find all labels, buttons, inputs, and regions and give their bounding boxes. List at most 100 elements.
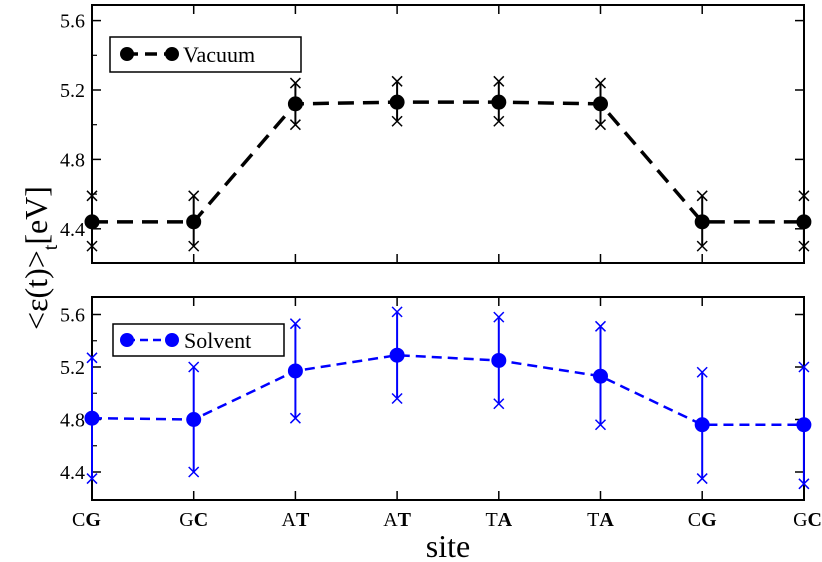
vacuum-errorcap-3-low: [391, 115, 403, 127]
x-category-bold-7: C: [808, 509, 822, 531]
vacuum-errorcap-6-low: [696, 240, 708, 252]
solvent-ytick-label-1: 4.8: [60, 410, 85, 432]
bottom-legend-marker-left: [120, 333, 134, 347]
x-category-plain-7: G: [793, 509, 807, 531]
solvent-point-6: [694, 417, 710, 433]
vacuum-ytick-label-3: 5.6: [60, 11, 85, 33]
solvent-point-0: [84, 410, 100, 426]
solvent-point-5: [593, 368, 608, 384]
solvent-errorcap-0-high: [86, 352, 98, 364]
top-legend-marker-right: [165, 47, 179, 61]
solvent-errorcap-3-low: [391, 392, 403, 405]
vacuum-point-5: [593, 96, 608, 112]
bottom-legend-label: Solvent: [184, 328, 251, 353]
x-category-bold-6: G: [701, 509, 717, 531]
vacuum-ytick-label-2: 5.2: [60, 80, 85, 102]
vacuum-point-0: [84, 214, 100, 230]
solvent-point-1: [186, 412, 202, 427]
solvent-point-7: [796, 417, 812, 433]
vacuum-ytick-label-0: 4.4: [60, 219, 85, 241]
vacuum-plot: [84, 75, 812, 252]
x-category-bold-3: T: [398, 509, 412, 531]
solvent-errorcap-5-low: [594, 419, 607, 431]
x-category-bold-2: T: [296, 509, 310, 531]
vacuum-errorcap-5-high: [594, 77, 607, 89]
solvent-errorcap-2-high: [289, 318, 301, 330]
vacuum-point-3: [389, 94, 405, 110]
vacuum-errorcap-0-low: [86, 240, 98, 252]
solvent-ytick-label-3: 5.6: [60, 305, 85, 327]
x-category-bold-0: G: [85, 509, 101, 531]
vacuum-errorcap-4-high: [493, 75, 505, 87]
solvent-errorcap-6-low: [696, 473, 708, 485]
solvent-errorcap-7-low: [798, 478, 810, 490]
x-category-bold-4: A: [498, 509, 513, 531]
x-category-label-4: TA: [485, 509, 512, 531]
y-axis-title-main: <ε(t)>: [18, 250, 54, 330]
vacuum-point-7: [796, 214, 812, 230]
vacuum-point-6: [694, 214, 710, 230]
solvent-errorcap-4-high: [493, 311, 505, 323]
solvent-errorcap-1-high: [188, 361, 200, 373]
vacuum-point-1: [186, 214, 202, 230]
x-category-label-1: GC: [179, 509, 208, 531]
x-category-label-0: CG: [72, 509, 101, 531]
solvent-series-line: [91, 353, 804, 426]
x-category-plain-6: C: [688, 509, 701, 531]
vacuum-errorcap-3-high: [391, 75, 403, 87]
vacuum-errorcap-7-high: [798, 190, 810, 202]
vacuum-errorcap-4-low: [493, 115, 505, 127]
x-category-label-3: AT: [383, 509, 411, 531]
x-category-plain-1: G: [179, 509, 193, 531]
x-category-label-6: CG: [688, 509, 717, 531]
top-legend-box: [109, 36, 302, 73]
vacuum-errorcap-6-high: [696, 190, 708, 202]
solvent-errorcap-3-high: [391, 306, 403, 318]
solvent-errorcap-7-high: [798, 361, 810, 373]
x-category-labels: CG GC AT AT TA TA CG GC: [72, 509, 822, 531]
x-category-bold-1: C: [194, 509, 208, 531]
vacuum-ytick-label-1: 4.8: [60, 149, 85, 171]
solvent-errorcap-6-high: [696, 366, 708, 378]
solvent-errorcap-4-low: [493, 398, 505, 410]
solvent-point-3: [389, 347, 405, 363]
bottom-legend: Solvent: [112, 323, 285, 357]
top-panel-frame: [91, 4, 805, 264]
top-legend-label: Vacuum: [183, 42, 255, 67]
solvent-errorcap-1-low: [188, 466, 200, 478]
vacuum-errorcap-7-low: [798, 240, 810, 252]
y-axis-title-subscript: t: [40, 244, 62, 250]
solvent-errorcap-2-low: [289, 412, 301, 424]
solvent-errorcap-0-low: [86, 473, 98, 485]
solvent-point-2: [287, 363, 303, 379]
x-axis-title: site: [426, 528, 470, 562]
axis-ticks: 4.4 4.8 5.2 5.6 4.4 4.8 5.2 5.6: [60, 5, 805, 500]
x-category-plain-0: C: [72, 509, 85, 531]
x-category-plain-3: A: [383, 509, 398, 531]
vacuum-series-line: [92, 100, 804, 224]
vacuum-errorcap-2-high: [289, 77, 301, 89]
x-category-label-5: TA: [587, 509, 614, 531]
vacuum-errorcap-1-low: [188, 240, 200, 252]
top-legend-marker-left: [120, 47, 134, 61]
x-category-label-2: AT: [282, 509, 310, 531]
solvent-ytick-label-2: 5.2: [60, 357, 85, 379]
bottom-legend-marker-right: [165, 333, 179, 347]
solvent-errorcap-5-high: [594, 320, 607, 332]
vacuum-point-2: [287, 96, 303, 112]
vacuum-point-4: [491, 94, 507, 110]
x-category-bold-5: A: [599, 509, 614, 531]
vacuum-errorcap-2-low: [289, 119, 301, 131]
x-category-label-7: GC: [793, 509, 822, 531]
x-category-plain-5: T: [587, 509, 599, 531]
y-axis-title: <ε(t)>t[eV]: [18, 186, 62, 330]
vacuum-errorcap-5-low: [594, 119, 607, 131]
y-axis-title-unit: [eV]: [18, 186, 54, 245]
solvent-plot: [84, 306, 812, 490]
solvent-ytick-label-0: 4.4: [60, 462, 85, 484]
x-category-plain-2: A: [282, 509, 297, 531]
vacuum-errorcap-0-high: [86, 190, 98, 202]
top-legend: Vacuum: [109, 36, 302, 73]
x-category-plain-4: T: [485, 509, 497, 531]
